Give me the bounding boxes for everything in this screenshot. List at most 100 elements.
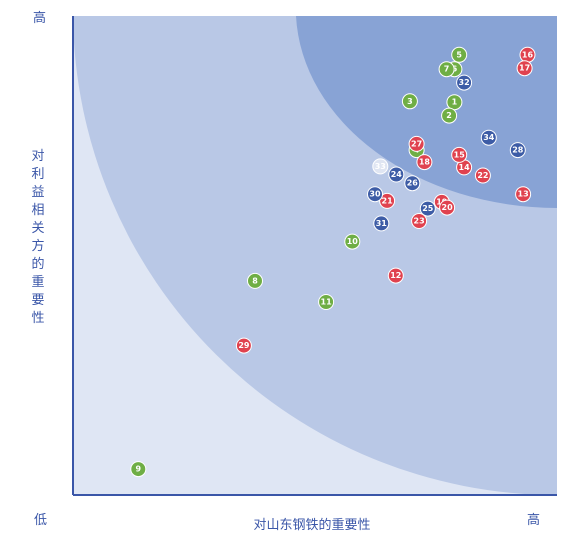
point-23: 23 xyxy=(411,213,428,229)
zone-high xyxy=(296,16,557,208)
point-label: 8 xyxy=(252,276,258,285)
point-marker xyxy=(318,294,335,310)
point-8: 8 xyxy=(247,272,263,289)
point-2: 2 xyxy=(441,107,458,124)
point-10: 10 xyxy=(344,233,361,250)
point-marker xyxy=(372,158,389,175)
point-marker xyxy=(404,175,421,192)
point-label: 29 xyxy=(238,341,250,350)
y-high-label: 高 xyxy=(33,10,46,26)
point-label: 24 xyxy=(391,170,403,179)
point-marker xyxy=(516,60,533,77)
point-marker xyxy=(515,186,532,203)
point-marker xyxy=(373,215,390,232)
point-label: 34 xyxy=(483,133,495,142)
point-22: 22 xyxy=(474,167,491,184)
point-25: 25 xyxy=(419,200,436,217)
point-12: 12 xyxy=(387,267,404,284)
point-label: 3 xyxy=(407,97,413,106)
point-marker xyxy=(416,154,433,171)
point-label: 20 xyxy=(442,203,454,212)
point-marker xyxy=(474,167,491,184)
point-label: 30 xyxy=(369,190,381,199)
point-30: 30 xyxy=(367,186,383,203)
y-axis-title: 对利益相关方的重要性 xyxy=(31,149,44,326)
point-18: 18 xyxy=(416,154,433,171)
point-9: 9 xyxy=(130,461,147,478)
point-label: 13 xyxy=(518,190,529,199)
point-21: 21 xyxy=(379,192,396,209)
point-label: 9 xyxy=(136,465,142,474)
point-label: 6 xyxy=(452,65,458,74)
point-26: 26 xyxy=(404,175,421,192)
point-label: 22 xyxy=(477,171,488,180)
point-marker xyxy=(344,233,361,250)
point-28: 28 xyxy=(509,142,526,159)
point-27: 27 xyxy=(408,135,425,152)
point-label: 25 xyxy=(422,204,434,213)
point-24: 24 xyxy=(388,166,405,183)
point-1: 1 xyxy=(446,94,463,111)
point-label: 1 xyxy=(452,98,458,107)
point-20: 20 xyxy=(439,199,456,216)
point-label: 5 xyxy=(456,50,462,59)
point-31: 31 xyxy=(373,215,390,232)
point-label: 33 xyxy=(375,162,386,171)
point-label: 23 xyxy=(414,217,425,226)
x-axis-title: 对山东钢铁的重要性 xyxy=(253,517,370,533)
point-marker xyxy=(509,142,526,159)
point-marker xyxy=(439,199,456,216)
point-15: 15 xyxy=(451,146,468,163)
point-11: 11 xyxy=(318,294,335,310)
point-marker xyxy=(441,107,458,124)
point-label: 15 xyxy=(454,150,466,159)
point-34: 34 xyxy=(480,129,497,146)
x-low-label: 低 xyxy=(34,513,47,528)
point-marker xyxy=(367,186,383,203)
point-label: 16 xyxy=(522,50,534,59)
point-marker xyxy=(438,61,455,78)
point-marker xyxy=(235,337,252,354)
point-marker xyxy=(379,192,396,209)
point-label: 28 xyxy=(512,146,524,155)
data-points: 1234567891011121314151617181920212223242… xyxy=(130,46,536,478)
point-marker xyxy=(388,166,405,183)
point-29: 29 xyxy=(235,337,252,354)
point-label: 26 xyxy=(407,179,419,188)
point-marker xyxy=(130,461,147,478)
axes xyxy=(72,16,557,496)
point-7: 7 xyxy=(438,61,455,78)
point-13: 13 xyxy=(515,186,532,203)
point-3: 3 xyxy=(401,93,418,110)
point-16: 16 xyxy=(519,46,536,63)
point-marker xyxy=(411,213,428,229)
point-label: 17 xyxy=(519,64,530,73)
point-label: 2 xyxy=(446,111,452,120)
point-label: 11 xyxy=(321,298,333,307)
point-marker xyxy=(387,267,404,284)
point-32: 32 xyxy=(456,74,473,91)
point-marker xyxy=(480,129,497,146)
point-17: 17 xyxy=(516,60,533,77)
point-label: 27 xyxy=(411,139,422,148)
point-marker xyxy=(456,74,473,91)
point-5: 5 xyxy=(451,46,468,63)
point-marker xyxy=(451,46,468,63)
point-label: 10 xyxy=(347,237,359,246)
point-label: 31 xyxy=(376,219,388,228)
point-marker xyxy=(401,93,418,110)
point-label: 14 xyxy=(459,163,471,172)
point-33: 33 xyxy=(372,158,389,175)
zones xyxy=(73,16,557,496)
point-label: 32 xyxy=(459,78,470,87)
point-marker xyxy=(247,272,263,289)
point-marker xyxy=(408,135,425,152)
point-label: 12 xyxy=(390,271,401,280)
x-high-label: 高 xyxy=(527,512,540,528)
point-marker xyxy=(419,200,436,217)
point-label: 7 xyxy=(444,65,450,74)
point-label: 21 xyxy=(382,196,394,205)
point-label: 18 xyxy=(419,158,431,167)
point-marker xyxy=(451,146,468,163)
